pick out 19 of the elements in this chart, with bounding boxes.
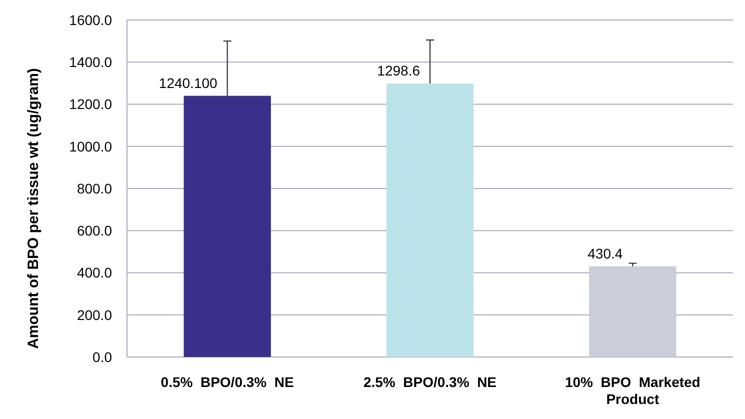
x-tick-label: 10% BPO Marketed Product [564, 374, 700, 407]
y-tick-label: 800.0 [76, 180, 112, 196]
data-label: 1240.100 [158, 74, 218, 91]
x-tick-label: 2.5% BPO/0.3% NE [363, 374, 497, 390]
bar [386, 83, 474, 357]
y-tick-label: 1600.0 [69, 12, 112, 28]
bar [589, 266, 676, 357]
y-tick-label: 1400.0 [69, 54, 112, 70]
bar [184, 96, 271, 357]
y-tick-label: 0.0 [92, 348, 112, 365]
data-label: 430.4 [588, 245, 623, 262]
y-tick-label: 1200.0 [69, 96, 112, 112]
y-tick-label: 1000.0 [69, 138, 112, 154]
y-axis-title: Amount of BPO per tissue wt (ug/gram) [25, 68, 42, 349]
x-tick-label: 0.5% BPO/0.3% NE [160, 374, 294, 390]
y-tick-label: 200.0 [76, 306, 112, 323]
data-label: 1298.6 [377, 62, 420, 78]
y-tick-label: 400.0 [76, 264, 112, 281]
y-tick-label: 600.0 [76, 222, 112, 239]
